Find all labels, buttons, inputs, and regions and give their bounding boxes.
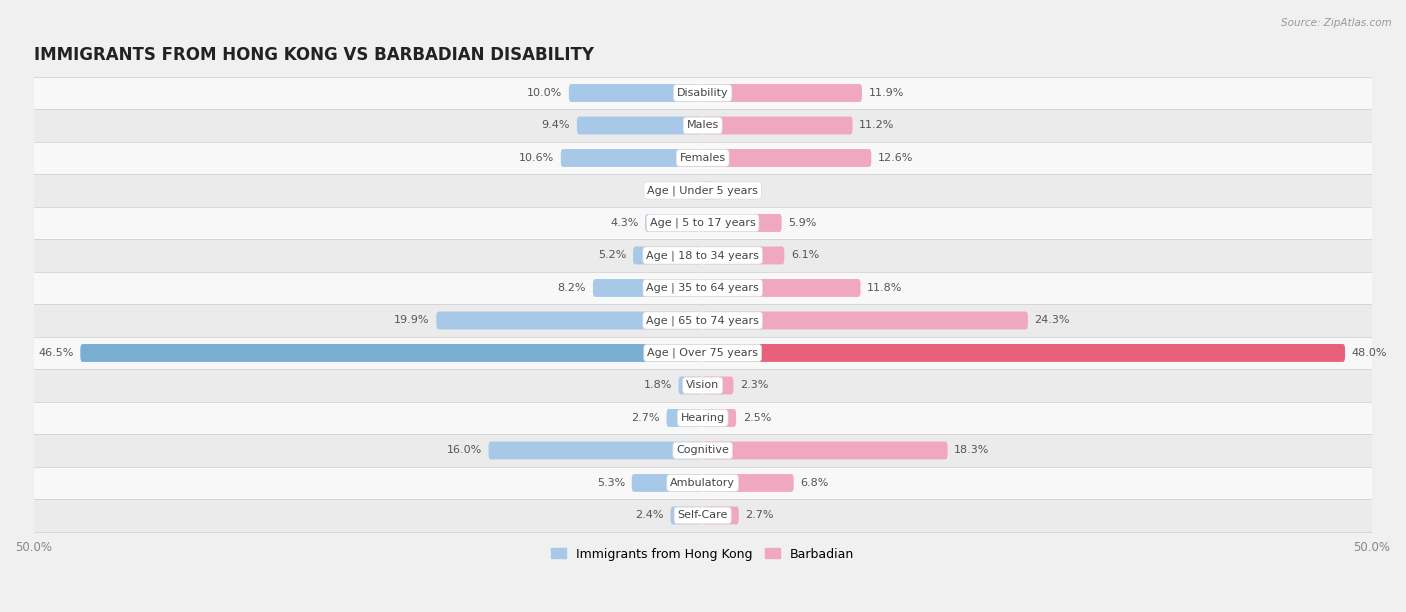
Text: 24.3%: 24.3% [1035,315,1070,326]
FancyBboxPatch shape [666,409,703,427]
Text: Age | Over 75 years: Age | Over 75 years [647,348,758,358]
Bar [34,76,1372,109]
FancyBboxPatch shape [703,409,737,427]
Legend: Immigrants from Hong Kong, Barbadian: Immigrants from Hong Kong, Barbadian [546,543,859,565]
FancyBboxPatch shape [703,116,852,135]
FancyBboxPatch shape [703,474,793,492]
FancyBboxPatch shape [703,182,716,200]
Text: 11.9%: 11.9% [869,88,904,98]
Text: Females: Females [679,153,725,163]
Text: 5.2%: 5.2% [598,250,627,261]
Text: 2.7%: 2.7% [631,413,659,423]
Text: 5.9%: 5.9% [789,218,817,228]
Text: 9.4%: 9.4% [541,121,571,130]
FancyBboxPatch shape [703,376,734,394]
Text: 5.3%: 5.3% [596,478,626,488]
FancyBboxPatch shape [690,182,703,200]
Text: 6.8%: 6.8% [800,478,828,488]
FancyBboxPatch shape [703,312,1028,329]
FancyBboxPatch shape [645,214,703,232]
FancyBboxPatch shape [703,441,948,460]
Bar [34,142,1372,174]
Text: 8.2%: 8.2% [558,283,586,293]
FancyBboxPatch shape [703,344,1346,362]
Text: Age | 65 to 74 years: Age | 65 to 74 years [647,315,759,326]
Bar [34,401,1372,434]
Text: 2.5%: 2.5% [742,413,772,423]
Text: 4.3%: 4.3% [610,218,638,228]
Text: IMMIGRANTS FROM HONG KONG VS BARBADIAN DISABILITY: IMMIGRANTS FROM HONG KONG VS BARBADIAN D… [34,46,593,64]
Bar [34,174,1372,207]
FancyBboxPatch shape [633,247,703,264]
FancyBboxPatch shape [569,84,703,102]
Text: 2.3%: 2.3% [740,381,769,390]
Text: 18.3%: 18.3% [955,446,990,455]
Bar [34,434,1372,467]
Bar [34,207,1372,239]
Bar [34,109,1372,142]
Bar [34,239,1372,272]
Text: 2.7%: 2.7% [745,510,773,520]
Bar [34,272,1372,304]
FancyBboxPatch shape [593,279,703,297]
Text: 1.8%: 1.8% [644,381,672,390]
FancyBboxPatch shape [703,149,872,167]
Text: 11.8%: 11.8% [868,283,903,293]
FancyBboxPatch shape [703,214,782,232]
Text: 11.2%: 11.2% [859,121,894,130]
Text: Age | Under 5 years: Age | Under 5 years [647,185,758,196]
Text: 10.0%: 10.0% [527,88,562,98]
Text: 16.0%: 16.0% [447,446,482,455]
FancyBboxPatch shape [703,247,785,264]
FancyBboxPatch shape [671,507,703,524]
FancyBboxPatch shape [561,149,703,167]
Text: 48.0%: 48.0% [1351,348,1388,358]
FancyBboxPatch shape [703,84,862,102]
Bar [34,337,1372,369]
Text: Vision: Vision [686,381,720,390]
Text: 0.95%: 0.95% [648,185,683,195]
FancyBboxPatch shape [703,507,738,524]
Text: Males: Males [686,121,718,130]
FancyBboxPatch shape [488,441,703,460]
Text: 6.1%: 6.1% [792,250,820,261]
Text: 19.9%: 19.9% [394,315,430,326]
Text: 12.6%: 12.6% [877,153,914,163]
Text: 1.0%: 1.0% [723,185,751,195]
Text: Cognitive: Cognitive [676,446,730,455]
Text: 2.4%: 2.4% [636,510,664,520]
Text: Age | 18 to 34 years: Age | 18 to 34 years [647,250,759,261]
Text: Ambulatory: Ambulatory [671,478,735,488]
Text: Self-Care: Self-Care [678,510,728,520]
FancyBboxPatch shape [436,312,703,329]
Bar [34,304,1372,337]
Text: Age | 35 to 64 years: Age | 35 to 64 years [647,283,759,293]
Text: Disability: Disability [676,88,728,98]
Text: Hearing: Hearing [681,413,724,423]
FancyBboxPatch shape [631,474,703,492]
FancyBboxPatch shape [679,376,703,394]
FancyBboxPatch shape [576,116,703,135]
FancyBboxPatch shape [703,279,860,297]
Text: 46.5%: 46.5% [38,348,73,358]
Bar [34,499,1372,532]
Bar [34,369,1372,401]
Bar [34,467,1372,499]
Text: Age | 5 to 17 years: Age | 5 to 17 years [650,218,755,228]
FancyBboxPatch shape [80,344,703,362]
Text: Source: ZipAtlas.com: Source: ZipAtlas.com [1281,18,1392,28]
Text: 10.6%: 10.6% [519,153,554,163]
